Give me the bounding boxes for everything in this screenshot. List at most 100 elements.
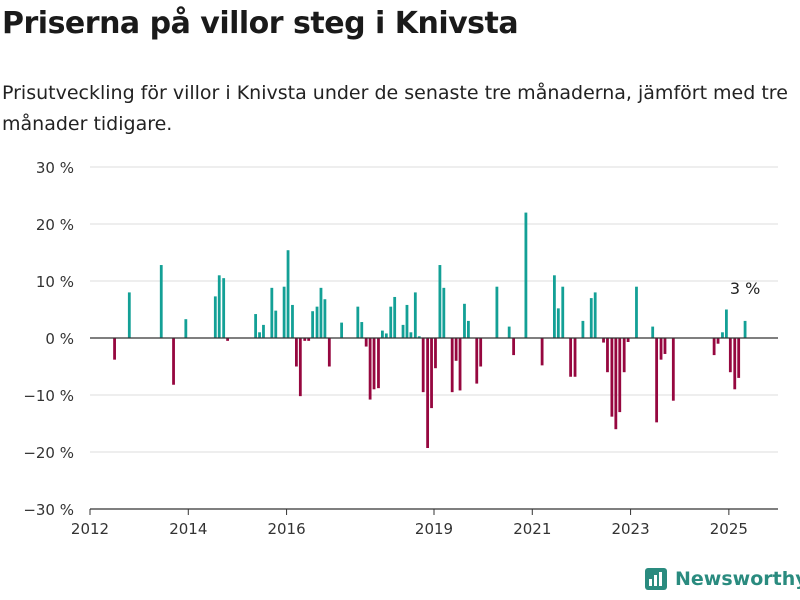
bar [286, 250, 290, 338]
bar [593, 292, 597, 338]
bar [417, 336, 421, 338]
bar [270, 287, 274, 338]
chart-subtitle: Prisutveckling för villor i Knivsta unde… [2, 82, 788, 135]
annotation-label: 3 % [730, 279, 760, 298]
y-tick-label: −30 % [23, 501, 74, 519]
bar [512, 338, 516, 356]
bar [226, 338, 229, 341]
bar [323, 299, 327, 338]
bars [113, 212, 747, 449]
bar [737, 338, 741, 378]
bar [573, 338, 577, 377]
bar [315, 306, 319, 338]
bar [434, 338, 437, 369]
bar [733, 338, 737, 390]
bar [581, 320, 585, 338]
bar [389, 306, 393, 338]
bar [622, 338, 626, 373]
bar [463, 303, 466, 338]
bar [524, 212, 528, 338]
bar [319, 287, 323, 338]
bar [569, 338, 573, 377]
bar [327, 338, 331, 367]
bar [712, 338, 716, 356]
y-tick-label: 30 % [36, 159, 74, 177]
bar [262, 324, 265, 338]
gridlines: 30 % 20 % 10 % 0 % −10 % −20 % −30 % [23, 159, 778, 519]
bar [384, 333, 388, 338]
bar [507, 326, 511, 338]
bar [295, 338, 298, 367]
bar [401, 324, 405, 338]
bar [159, 265, 163, 338]
x-tick-label: 2012 [71, 520, 109, 538]
bar [475, 338, 479, 384]
y-tick-label: 20 % [36, 216, 74, 234]
bar [372, 338, 376, 390]
bar [458, 338, 462, 391]
bar [659, 338, 663, 360]
bar [606, 338, 609, 373]
bar [298, 338, 302, 397]
bar [716, 338, 720, 344]
bar [614, 338, 618, 430]
bar [495, 286, 499, 338]
bar [368, 338, 372, 400]
bar [454, 338, 458, 361]
newsworthy-logo-icon [645, 568, 667, 590]
chart-title: Priserna på villor steg i Knivsta [2, 6, 519, 41]
bar [618, 338, 622, 413]
x-tick-label: 2025 [710, 520, 748, 538]
bar [113, 338, 116, 360]
y-tick-label: −20 % [23, 444, 74, 462]
bar [426, 338, 430, 449]
bar [467, 320, 470, 338]
bar [589, 298, 593, 338]
bar [393, 296, 397, 338]
x-tick-label: 2021 [513, 520, 551, 538]
bar [405, 304, 409, 338]
bar [377, 338, 380, 389]
bar [409, 332, 413, 338]
bar [553, 275, 556, 338]
bar [127, 292, 131, 338]
x-tick-label: 2014 [169, 520, 207, 538]
bar [556, 308, 560, 338]
bar [381, 330, 384, 338]
bar [671, 338, 675, 401]
bar [274, 310, 278, 338]
bar [743, 320, 747, 338]
brand-logo: Newsworthy [645, 568, 800, 590]
bar [356, 306, 360, 338]
x-axis: 2012 2014 2016 2019 2021 2023 2025 [71, 508, 778, 538]
bar [728, 338, 732, 373]
bar [540, 338, 544, 366]
bar [303, 338, 307, 341]
y-tick-label: 0 % [45, 330, 74, 348]
bar [721, 332, 724, 338]
bar [655, 338, 659, 423]
y-tick-label: −10 % [23, 387, 74, 405]
bar [172, 338, 175, 385]
bar [360, 322, 364, 338]
y-tick-label: 10 % [36, 273, 74, 291]
bar [450, 338, 454, 393]
bar [442, 287, 446, 338]
bar [258, 332, 261, 338]
bar [626, 338, 630, 342]
brand-name: Newsworthy [675, 568, 800, 590]
bar [663, 338, 667, 354]
bar [282, 286, 286, 338]
bar [291, 304, 294, 338]
bar [413, 292, 417, 338]
bar [307, 338, 311, 341]
bar [430, 338, 433, 409]
bar [651, 326, 655, 338]
bar [438, 265, 442, 338]
bar [610, 338, 614, 417]
x-tick-label: 2019 [415, 520, 453, 538]
bar [213, 296, 217, 338]
bar [602, 338, 605, 343]
x-tick-label: 2023 [611, 520, 649, 538]
